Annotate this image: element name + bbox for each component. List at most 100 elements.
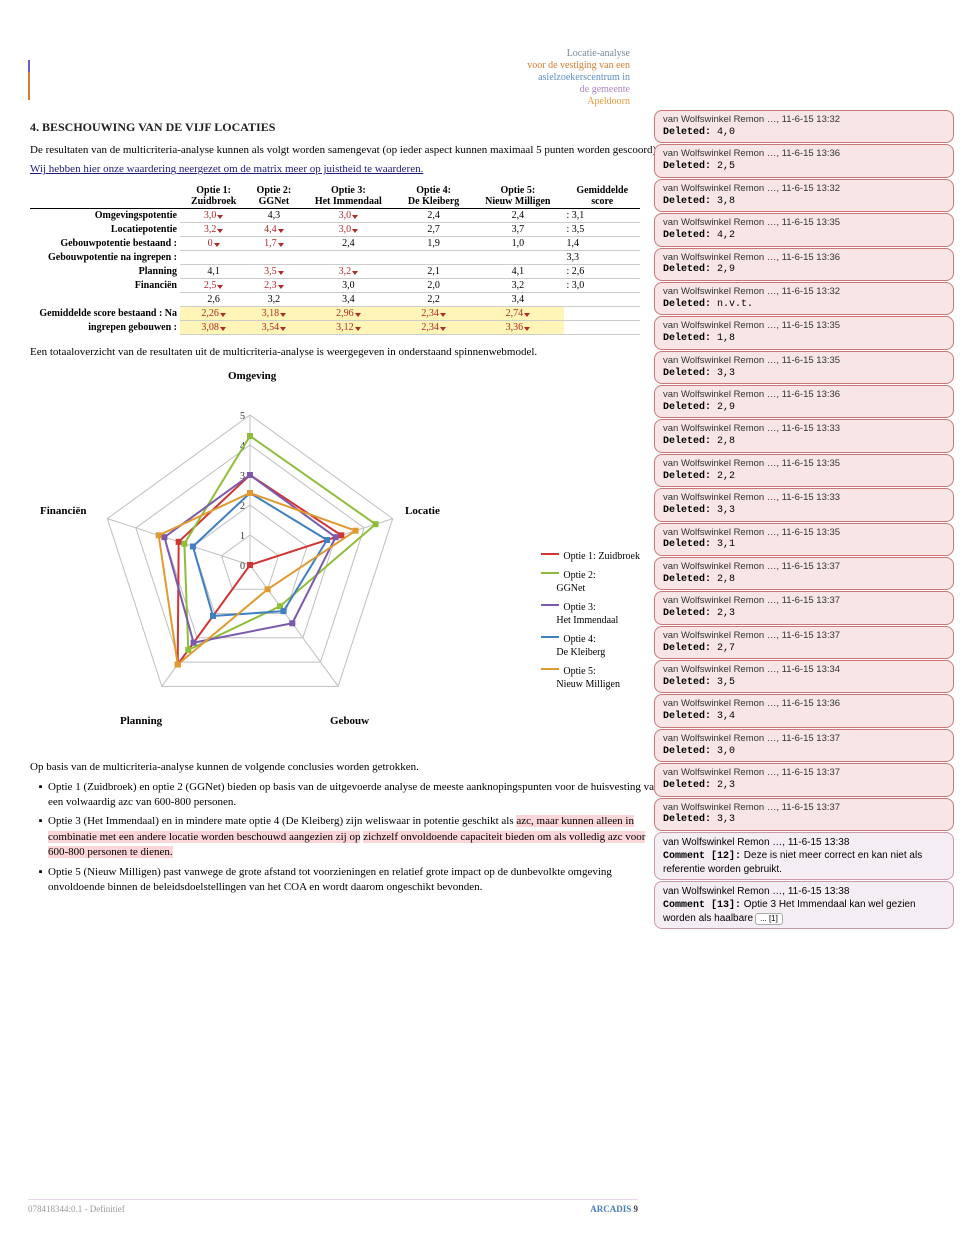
footer-page: 9 xyxy=(634,1204,639,1214)
comment-author: van Wolfswinkel Remon …, 11-6-15 13:38 xyxy=(663,885,947,898)
intro-note: Wij hebben hier onze waardering neergeze… xyxy=(30,162,660,177)
radar-legend: Optie 1: Zuidbroek Optie 2: GGNet Optie 3:… xyxy=(541,550,640,697)
radar-chart: 012345 Omgeving Locatie Gebouw Planning … xyxy=(50,370,610,750)
legend-item: Optie 2: GGNet xyxy=(541,569,640,595)
revision-author: van Wolfswinkel Remon …, 11-6-15 13:37 xyxy=(663,561,947,573)
revision-balloon: van Wolfswinkel Remon …, 11-6-15 13:36De… xyxy=(654,248,954,281)
legend-item: Optie 1: Zuidbroek xyxy=(541,550,640,563)
footer-brand: ARCADIS xyxy=(590,1204,631,1214)
revision-balloon: van Wolfswinkel Remon …, 11-6-15 13:35De… xyxy=(654,213,954,246)
revision-author: van Wolfswinkel Remon …, 11-6-15 13:37 xyxy=(663,802,947,814)
revision-deleted: Deleted: 2,8 xyxy=(663,574,947,587)
revision-author: van Wolfswinkel Remon …, 11-6-15 13:36 xyxy=(663,252,947,264)
legend-item: Optie 3: Het Immendaal xyxy=(541,601,640,627)
axis-label-omgeving: Omgeving xyxy=(228,370,276,382)
revision-balloon: van Wolfswinkel Remon …, 11-6-15 13:37De… xyxy=(654,763,954,796)
page-footer: 078418344:0.1 - Definitief ARCADIS 9 xyxy=(28,1199,638,1214)
revision-deleted: Deleted: 3,8 xyxy=(663,196,947,209)
revision-author: van Wolfswinkel Remon …, 11-6-15 13:33 xyxy=(663,423,947,435)
revision-balloon: van Wolfswinkel Remon …, 11-6-15 13:37De… xyxy=(654,798,954,831)
axis-label-locatie: Locatie xyxy=(405,505,440,517)
footer-left: 078418344:0.1 - Definitief xyxy=(28,1204,125,1214)
table-row: Gemiddelde score bestaand : Na2,263,182,… xyxy=(30,306,640,320)
col-header: De Kleiberg xyxy=(408,196,459,207)
svg-text:0: 0 xyxy=(240,561,245,572)
axis-label-financien: Financiën xyxy=(40,505,86,517)
change-bar-2 xyxy=(28,60,30,72)
revision-author: van Wolfswinkel Remon …, 11-6-15 13:34 xyxy=(663,664,947,676)
col-header: Zuidbroek xyxy=(191,196,236,207)
page: Locatie-analyse voor de vestiging van ee… xyxy=(0,0,960,1238)
header-line: voor de vestiging van een xyxy=(430,60,630,72)
intro-paragraph: De resultaten van de multicriteria-analy… xyxy=(30,143,660,158)
revision-author: van Wolfswinkel Remon …, 11-6-15 13:32 xyxy=(663,114,947,126)
svg-text:5: 5 xyxy=(240,411,245,422)
revision-author: van Wolfswinkel Remon …, 11-6-15 13:35 xyxy=(663,320,947,332)
revision-balloon: van Wolfswinkel Remon …, 11-6-15 13:37De… xyxy=(654,626,954,659)
revision-balloon: van Wolfswinkel Remon …, 11-6-15 13:32De… xyxy=(654,110,954,143)
revision-balloon: van Wolfswinkel Remon …, 11-6-15 13:32De… xyxy=(654,179,954,212)
revision-deleted: Deleted: 3,3 xyxy=(663,505,947,518)
revision-author: van Wolfswinkel Remon …, 11-6-15 13:36 xyxy=(663,698,947,710)
revision-deleted: Deleted: 1,8 xyxy=(663,333,947,346)
col-header: Gemiddelde xyxy=(576,185,628,196)
conclusion-item: Optie 5 (Nieuw Milligen) past vanwege de… xyxy=(48,865,660,896)
table-row: ingrepen gebouwen :3,083,543,122,343,36 xyxy=(30,320,640,334)
legend-swatch xyxy=(541,636,559,638)
table-header-row: Optie 1:Zuidbroek Optie 2:GGNet Optie 3:… xyxy=(30,184,640,209)
table-row: Gebouwpotentie bestaand :01,72,41,91,01,… xyxy=(30,236,640,250)
comment-balloon: van Wolfswinkel Remon …, 11-6-15 13:38Co… xyxy=(654,832,954,880)
revision-deleted: Deleted: 3,0 xyxy=(663,746,947,759)
conclusion-item: Optie 1 (Zuidbroek) en optie 2 (GGNet) b… xyxy=(48,780,660,811)
revision-author: van Wolfswinkel Remon …, 11-6-15 13:35 xyxy=(663,527,947,539)
section-title: 4. BESCHOUWING VAN DE VIJF LOCATIES xyxy=(30,120,660,135)
revision-deleted: Deleted: 3,4 xyxy=(663,711,947,724)
legend-swatch xyxy=(541,553,559,555)
conclusions-list: Optie 1 (Zuidbroek) en optie 2 (GGNet) b… xyxy=(48,780,660,896)
revision-deleted: Deleted: 3,1 xyxy=(663,539,947,552)
header-line: asielzoekerscentrum in xyxy=(430,72,630,84)
col-header: Optie 3: xyxy=(331,185,366,196)
revision-deleted: Deleted: 2,3 xyxy=(663,608,947,621)
table-head: Optie 1:Zuidbroek Optie 2:GGNet Optie 3:… xyxy=(30,184,640,209)
revision-deleted: Deleted: 2,5 xyxy=(663,161,947,174)
svg-text:1: 1 xyxy=(240,531,245,542)
axis-label-gebouw: Gebouw xyxy=(330,715,369,727)
col-header: Optie 1: xyxy=(196,185,231,196)
doc-header: Locatie-analyse voor de vestiging van ee… xyxy=(430,48,630,108)
legend-swatch xyxy=(541,604,559,606)
conclusion-item: Optie 3 (Het Immendaal) en in mindere ma… xyxy=(48,814,660,860)
header-line: Locatie-analyse xyxy=(430,48,630,60)
revision-balloon: van Wolfswinkel Remon …, 11-6-15 13:34De… xyxy=(654,660,954,693)
revision-author: van Wolfswinkel Remon …, 11-6-15 13:37 xyxy=(663,767,947,779)
revision-author: van Wolfswinkel Remon …, 11-6-15 13:35 xyxy=(663,217,947,229)
table-row: Financiën2,52,33,02,03,2: 3,0 xyxy=(30,278,640,292)
comment-balloon: van Wolfswinkel Remon …, 11-6-15 13:38Co… xyxy=(654,881,954,929)
col-header: Nieuw Milligen xyxy=(485,196,550,207)
revision-sidebar: van Wolfswinkel Remon …, 11-6-15 13:32De… xyxy=(654,110,954,930)
legend-swatch xyxy=(541,572,559,574)
revision-balloon: van Wolfswinkel Remon …, 11-6-15 13:35De… xyxy=(654,351,954,384)
revision-balloon: van Wolfswinkel Remon …, 11-6-15 13:37De… xyxy=(654,591,954,624)
revision-author: van Wolfswinkel Remon …, 11-6-15 13:32 xyxy=(663,183,947,195)
legend-item: Optie 5: Nieuw Milligen xyxy=(541,665,640,691)
revision-balloon: van Wolfswinkel Remon …, 11-6-15 13:33De… xyxy=(654,419,954,452)
comment-body: Comment [13]: Optie 3 Het Immendaal kan … xyxy=(663,898,947,925)
legend-item: Optie 4: De Kleiberg xyxy=(541,633,640,659)
revision-author: van Wolfswinkel Remon …, 11-6-15 13:35 xyxy=(663,355,947,367)
revision-deleted: Deleted: 4,2 xyxy=(663,230,947,243)
table-row: Omgevingspotentie3,04,33,02,42,4: 3,1 xyxy=(30,208,640,222)
revision-author: van Wolfswinkel Remon …, 11-6-15 13:36 xyxy=(663,389,947,401)
revision-balloon: van Wolfswinkel Remon …, 11-6-15 13:35De… xyxy=(654,316,954,349)
legend-swatch xyxy=(541,668,559,670)
revision-balloon: van Wolfswinkel Remon …, 11-6-15 13:36De… xyxy=(654,144,954,177)
revision-balloon: van Wolfswinkel Remon …, 11-6-15 13:35De… xyxy=(654,454,954,487)
revision-deleted: Deleted: 3,3 xyxy=(663,814,947,827)
revision-balloon: van Wolfswinkel Remon …, 11-6-15 13:32De… xyxy=(654,282,954,315)
table-row: Planning4,13,53,22,14,1: 2,6 xyxy=(30,264,640,278)
conclusion-intro: Op basis van de multicriteria-analyse ku… xyxy=(30,760,660,775)
revision-deleted: Deleted: 3,3 xyxy=(663,368,947,381)
table-row: Locatiepotentie3,24,43,02,73,7: 3,5 xyxy=(30,222,640,236)
revision-deleted: Deleted: 2,9 xyxy=(663,402,947,415)
revision-author: van Wolfswinkel Remon …, 11-6-15 13:37 xyxy=(663,595,947,607)
